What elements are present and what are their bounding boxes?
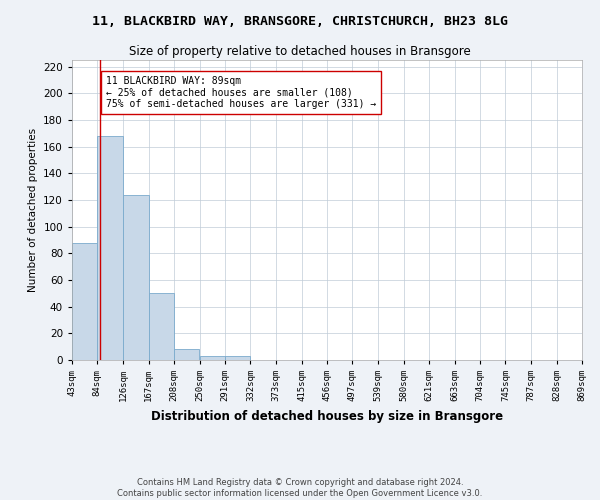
X-axis label: Distribution of detached houses by size in Bransgore: Distribution of detached houses by size …: [151, 410, 503, 422]
Bar: [72, 242, 97, 360]
Bar: [123, 194, 149, 360]
Bar: [97, 136, 122, 360]
Bar: [225, 356, 250, 360]
Bar: [149, 294, 174, 360]
Text: 11 BLACKBIRD WAY: 89sqm
← 25% of detached houses are smaller (108)
75% of semi-d: 11 BLACKBIRD WAY: 89sqm ← 25% of detache…: [106, 76, 376, 109]
Bar: [174, 350, 199, 360]
Text: Size of property relative to detached houses in Bransgore: Size of property relative to detached ho…: [129, 45, 471, 58]
Text: 11, BLACKBIRD WAY, BRANSGORE, CHRISTCHURCH, BH23 8LG: 11, BLACKBIRD WAY, BRANSGORE, CHRISTCHUR…: [92, 15, 508, 28]
Y-axis label: Number of detached properties: Number of detached properties: [28, 128, 38, 292]
Bar: [200, 356, 225, 360]
Text: Contains HM Land Registry data © Crown copyright and database right 2024.
Contai: Contains HM Land Registry data © Crown c…: [118, 478, 482, 498]
